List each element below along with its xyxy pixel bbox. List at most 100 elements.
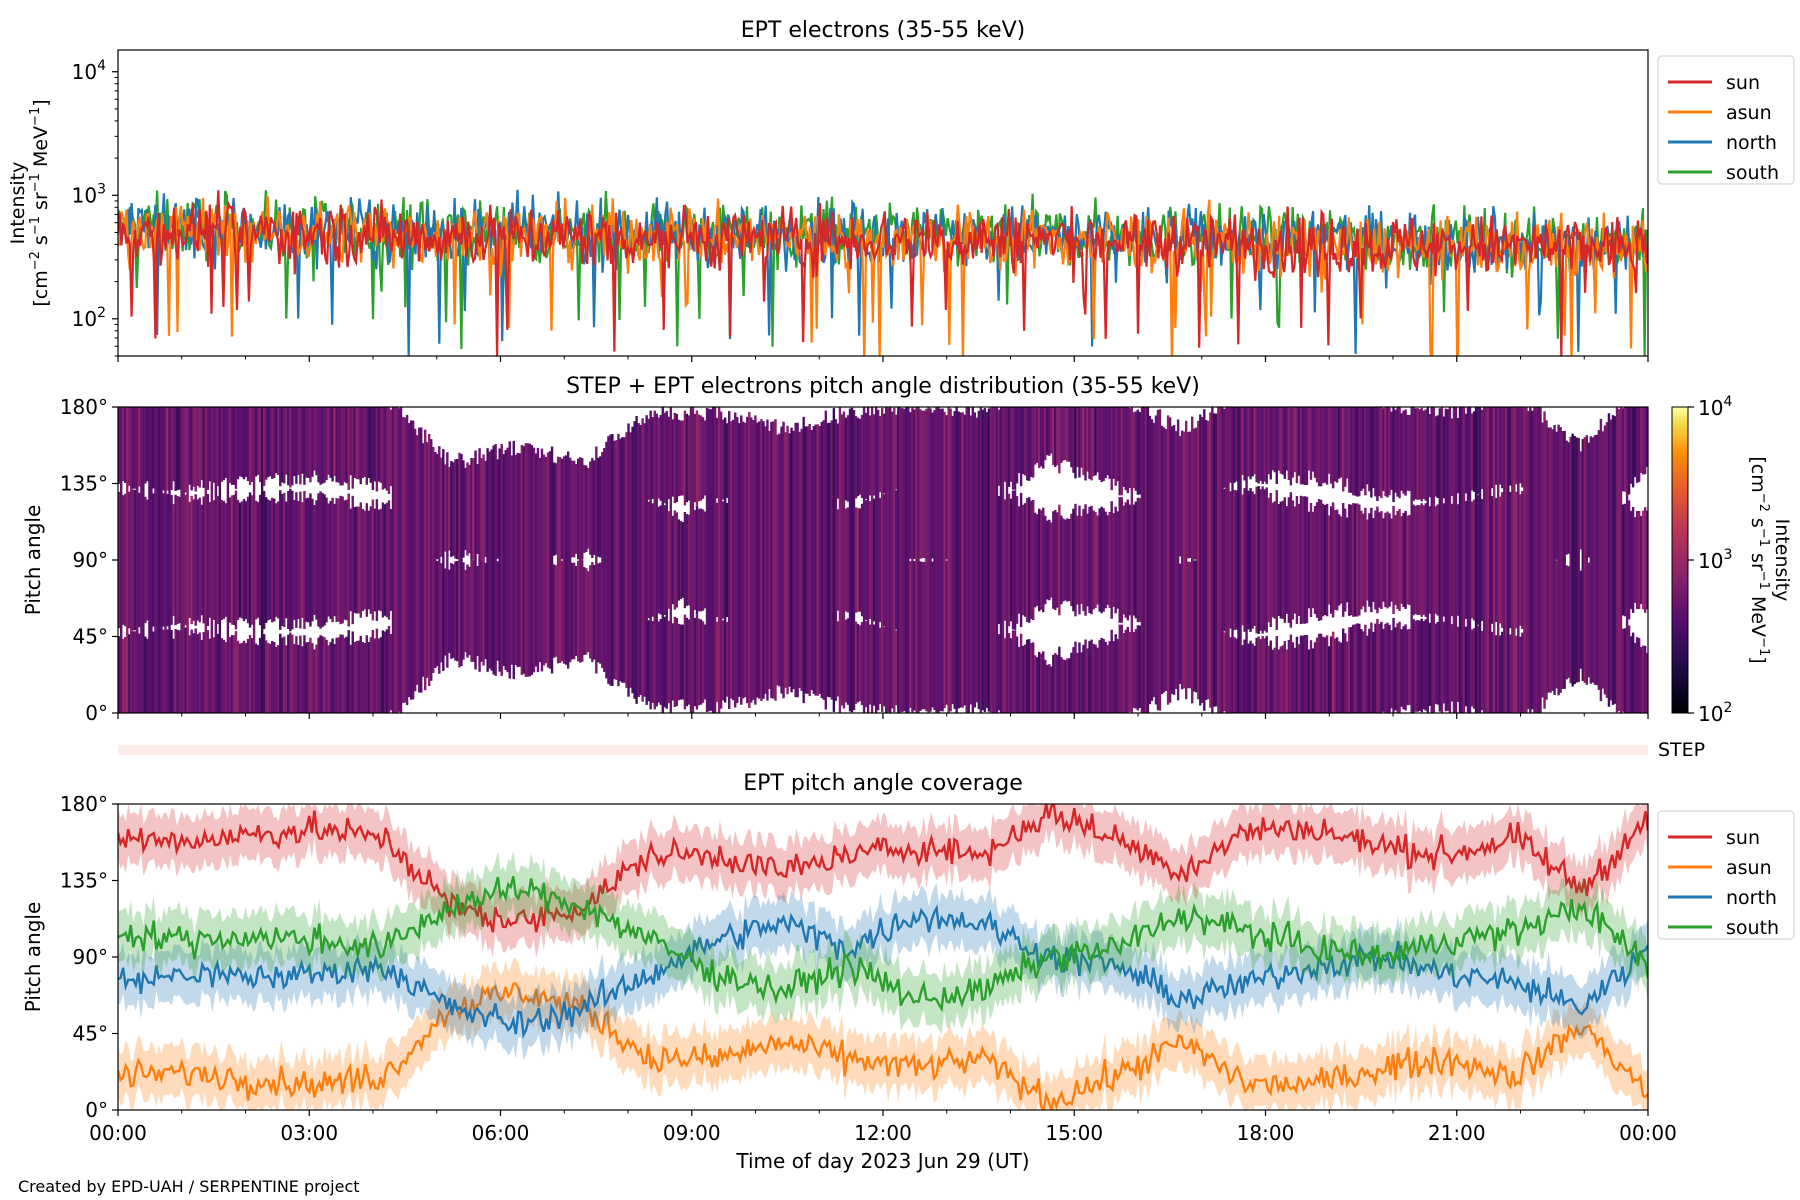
heatmap-cell	[715, 502, 719, 618]
heatmap-cell	[345, 407, 348, 484]
heatmap-cell	[1370, 407, 1373, 498]
heatmap-cell	[677, 419, 681, 497]
heatmap-cell	[1297, 644, 1301, 713]
heatmap-cell	[1100, 637, 1103, 713]
heatmap-cell	[335, 637, 338, 713]
heatmap-cell	[838, 407, 842, 713]
heatmap-cell	[786, 425, 789, 695]
heatmap-cell	[349, 508, 352, 612]
heatmap-cell	[1372, 631, 1375, 713]
heatmap-cell	[1106, 407, 1109, 476]
heatmap-cell	[146, 638, 149, 713]
heatmap-cell	[1386, 622, 1389, 713]
heatmap-cell	[1633, 407, 1637, 478]
heatmap-cell	[1396, 407, 1399, 497]
xtick-label: 00:00	[1619, 1121, 1677, 1145]
heatmap-cell	[1335, 509, 1339, 611]
heatmap-cell	[1164, 429, 1168, 691]
heatmap-cell	[564, 455, 568, 665]
heatmap-cell	[256, 502, 260, 618]
heatmap-cell	[1086, 648, 1089, 713]
heatmap-cell	[333, 644, 336, 713]
heatmap-cell	[727, 411, 731, 709]
heatmap-cell	[417, 427, 421, 693]
heatmap-cell	[669, 407, 673, 713]
heatmap-cell	[1390, 630, 1393, 709]
heatmap-cell	[1128, 504, 1132, 616]
heatmap-cell	[1033, 407, 1037, 465]
heatmap-cell	[244, 643, 248, 713]
heatmap-cell	[254, 500, 258, 620]
heatmap-cell	[381, 630, 385, 713]
heatmap-cell	[365, 503, 369, 617]
heatmap-cell	[1299, 495, 1303, 625]
heatmap-cell	[1416, 620, 1419, 712]
heatmap-cell	[1054, 407, 1057, 467]
heatmap-cell	[1233, 637, 1236, 713]
heatmap-cell	[1358, 504, 1361, 616]
heatmap-cell	[814, 424, 817, 696]
panel3-y-ticks: 0°45°90°135°180°	[60, 792, 118, 1122]
heatmap-cell	[442, 449, 445, 671]
heatmap-cell	[128, 634, 131, 713]
heatmap-cell	[1327, 515, 1331, 605]
heatmap-cell	[170, 495, 173, 625]
heatmap-cell	[341, 496, 344, 624]
heatmap-cell	[1639, 407, 1643, 474]
heatmap-cell	[1416, 408, 1419, 500]
heatmap-cell	[268, 500, 272, 620]
heatmap-cell	[1440, 407, 1444, 713]
heatmap-cell	[1046, 664, 1049, 713]
heatmap-cell	[1025, 407, 1029, 481]
heatmap-cell	[1472, 411, 1476, 492]
heatmap-cell	[711, 407, 715, 713]
heatmap-cell	[1344, 508, 1347, 612]
heatmap-cell	[534, 453, 538, 667]
heatmap-cell	[206, 494, 209, 627]
heatmap-cell	[355, 506, 358, 614]
heatmap-cell	[1172, 425, 1176, 695]
heatmap-cell	[1422, 505, 1425, 615]
heatmap-cell	[1046, 520, 1049, 600]
heatmap-cell	[846, 618, 850, 705]
xtick-label: 03:00	[280, 1121, 338, 1145]
heatmap-cell	[184, 407, 187, 493]
heatmap-cell	[1499, 635, 1502, 713]
heatmap-cell	[1400, 413, 1403, 491]
heatmap-cell	[279, 633, 282, 713]
heatmap-cell	[1003, 499, 1007, 621]
heatmap-cell	[281, 637, 284, 713]
heatmap-cell	[196, 499, 199, 621]
heatmap-cell	[264, 640, 268, 713]
heatmap-cell	[1408, 414, 1411, 492]
heatmap-cell	[1017, 407, 1021, 474]
heatmap-cell	[1275, 407, 1278, 484]
heatmap-cell	[657, 621, 660, 703]
heatmap-cell	[856, 508, 860, 612]
heatmap-cell	[794, 422, 797, 698]
heatmap-cell	[1205, 420, 1208, 700]
heatmap-cell	[679, 420, 683, 496]
ytick-label: 180°	[60, 395, 108, 419]
heatmap-cell	[1098, 407, 1101, 480]
heatmap-cell	[1096, 515, 1099, 605]
heatmap-cell	[1599, 418, 1603, 702]
heatmap-cell	[872, 624, 876, 706]
heatmap-cell	[291, 407, 294, 486]
heatmap-cell	[1223, 488, 1226, 632]
heatmap-cell	[1364, 507, 1367, 613]
heatmap-cell	[1160, 425, 1164, 695]
heatmap-cell	[1428, 414, 1431, 498]
heatmap-cell	[721, 419, 725, 500]
heatmap-cell	[1297, 503, 1301, 616]
heatmap-cell	[1434, 416, 1438, 497]
heatmap-cell	[1358, 407, 1361, 497]
heatmap-cell	[321, 493, 324, 627]
heatmap-cell	[909, 412, 912, 559]
heatmap-cell	[1519, 636, 1522, 713]
heatmap-cell	[709, 409, 713, 711]
heatmap-cell	[1319, 407, 1323, 487]
heatmap-cell	[1223, 408, 1226, 488]
panel1-x-ticks	[117, 356, 1649, 362]
